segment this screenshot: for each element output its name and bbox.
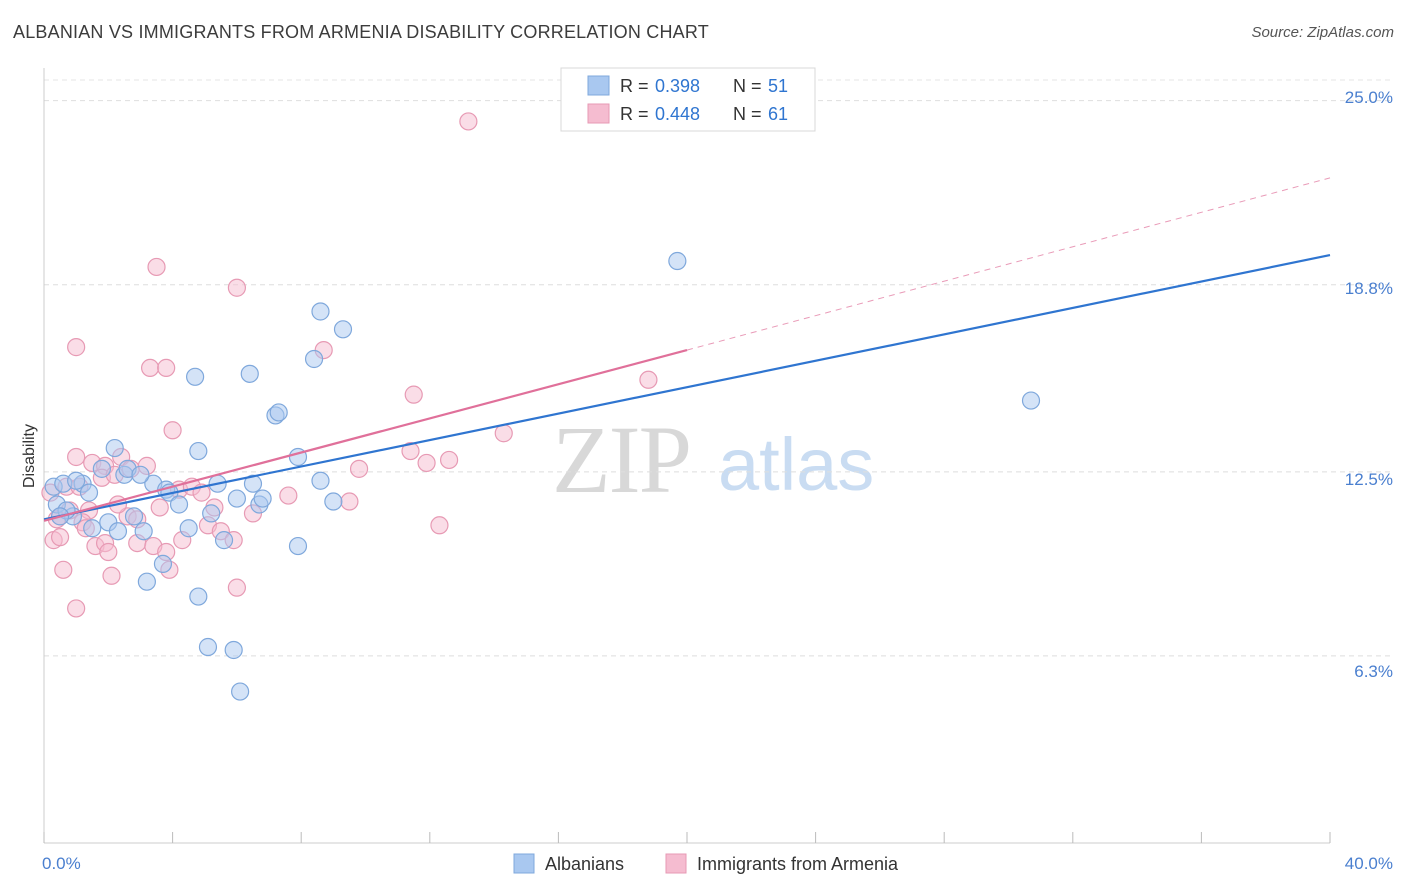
- armenia-point: [430, 516, 449, 535]
- armenia-point: [459, 112, 478, 131]
- series-albanians: [44, 251, 1041, 701]
- albanian-point: [189, 441, 208, 461]
- albanian-point: [324, 492, 343, 511]
- y-tick-label: 25.0%: [1345, 88, 1393, 107]
- bottom-legend-label-albanians: Albanians: [545, 854, 624, 874]
- armenia-point: [99, 542, 118, 562]
- armenia-point: [157, 358, 176, 378]
- series-immigrants-from-armenia: [41, 112, 658, 618]
- trend-lines: [43, 177, 1331, 522]
- legend-n-label: N =: [733, 76, 767, 96]
- albanian-point: [92, 459, 111, 478]
- armenia-point: [227, 278, 246, 297]
- albanian-point: [79, 483, 99, 502]
- albanian-point: [67, 471, 86, 490]
- albanian-point: [202, 504, 221, 523]
- armenia-point: [163, 421, 182, 440]
- legend-r-value: 0.448: [655, 104, 700, 124]
- albanian-point: [137, 572, 156, 591]
- armenia-point: [67, 599, 86, 618]
- albanian-point: [108, 522, 128, 541]
- y-tick-label: 18.8%: [1345, 279, 1393, 298]
- y-tick-labels: 6.3% 12.5% 18.8% 25.0%: [1345, 88, 1393, 681]
- chart-title: ALBANIAN VS IMMIGRANTS FROM ARMENIA DISA…: [13, 22, 709, 42]
- watermark-zip: ZIP: [552, 406, 690, 513]
- armenia-point: [147, 257, 166, 277]
- armenia-point: [67, 338, 86, 357]
- x-tick-label-min: 0.0%: [42, 854, 81, 873]
- legend-swatch-armenia: [587, 103, 610, 124]
- albanian-point: [231, 682, 250, 701]
- x-axis-ticks: [43, 832, 1331, 843]
- albanian-point: [224, 640, 243, 660]
- armenia-point: [494, 424, 513, 443]
- albanian-point: [198, 637, 218, 657]
- albanian-point: [243, 474, 263, 493]
- legend-swatch-albanians: [587, 75, 610, 96]
- albanians-trend-line: [43, 253, 1331, 521]
- albanian-point: [240, 364, 259, 383]
- albanian-point: [253, 489, 272, 508]
- albanian-point: [83, 519, 102, 538]
- armenia-point: [54, 560, 73, 579]
- albanian-point: [186, 367, 205, 386]
- bottom-legend-swatch-armenia: [665, 853, 687, 874]
- x-tick-label-max: 40.0%: [1345, 854, 1393, 873]
- armenia-trend-extension: [686, 177, 1331, 351]
- armenia-point: [340, 492, 359, 511]
- albanian-point: [124, 507, 144, 526]
- armenia-point: [639, 370, 658, 389]
- albanian-point: [131, 465, 150, 484]
- bottom-legend-swatch-albanians: [513, 853, 535, 874]
- albanian-point: [311, 302, 330, 321]
- correlation-legend: R = 0.398 N = 51 R = 0.448 N = 61: [560, 67, 816, 132]
- albanian-point: [214, 531, 234, 550]
- legend-r-label: R =: [620, 76, 654, 96]
- albanian-point: [105, 438, 124, 458]
- legend-r-value: 0.398: [655, 76, 700, 96]
- armenia-point: [279, 486, 298, 505]
- armenia-point: [102, 566, 121, 585]
- series-legend: Albanians Immigrants from Armenia: [513, 853, 899, 874]
- albanian-point: [153, 554, 173, 573]
- albanian-point: [304, 349, 324, 369]
- armenia-point: [417, 453, 436, 473]
- armenia-point: [227, 578, 246, 597]
- albanian-point: [134, 522, 153, 541]
- armenia-point: [401, 441, 420, 461]
- albanian-point: [227, 489, 246, 508]
- albanian-point: [311, 471, 330, 490]
- y-tick-label: 12.5%: [1345, 470, 1393, 489]
- armenia-point: [150, 498, 169, 517]
- albanian-point: [668, 251, 687, 271]
- legend-n-label: N =: [733, 104, 767, 124]
- armenia-trend-line: [43, 349, 688, 522]
- armenia-point: [404, 385, 423, 404]
- legend-r-label: R =: [620, 104, 654, 124]
- armenia-point: [140, 358, 160, 378]
- bottom-legend-label-armenia: Immigrants from Armenia: [697, 854, 899, 874]
- albanian-point: [288, 536, 308, 556]
- source-label: Source: ZipAtlas.com: [1251, 24, 1394, 41]
- albanian-point: [169, 495, 189, 514]
- armenia-point: [67, 447, 86, 467]
- albanian-point: [1021, 391, 1041, 410]
- albanian-point: [269, 403, 288, 422]
- y-tick-label: 6.3%: [1354, 662, 1393, 681]
- armenia-point: [439, 450, 459, 470]
- watermark-atlas: atlas: [718, 423, 874, 506]
- armenia-point: [50, 528, 70, 547]
- legend-n-value: 51: [768, 76, 788, 96]
- albanian-point: [333, 320, 353, 339]
- legend-n-value: 61: [768, 104, 788, 124]
- armenia-point: [349, 459, 369, 478]
- y-axis-label: Disability: [21, 424, 38, 488]
- albanian-point: [189, 587, 208, 606]
- albanian-point: [179, 519, 198, 538]
